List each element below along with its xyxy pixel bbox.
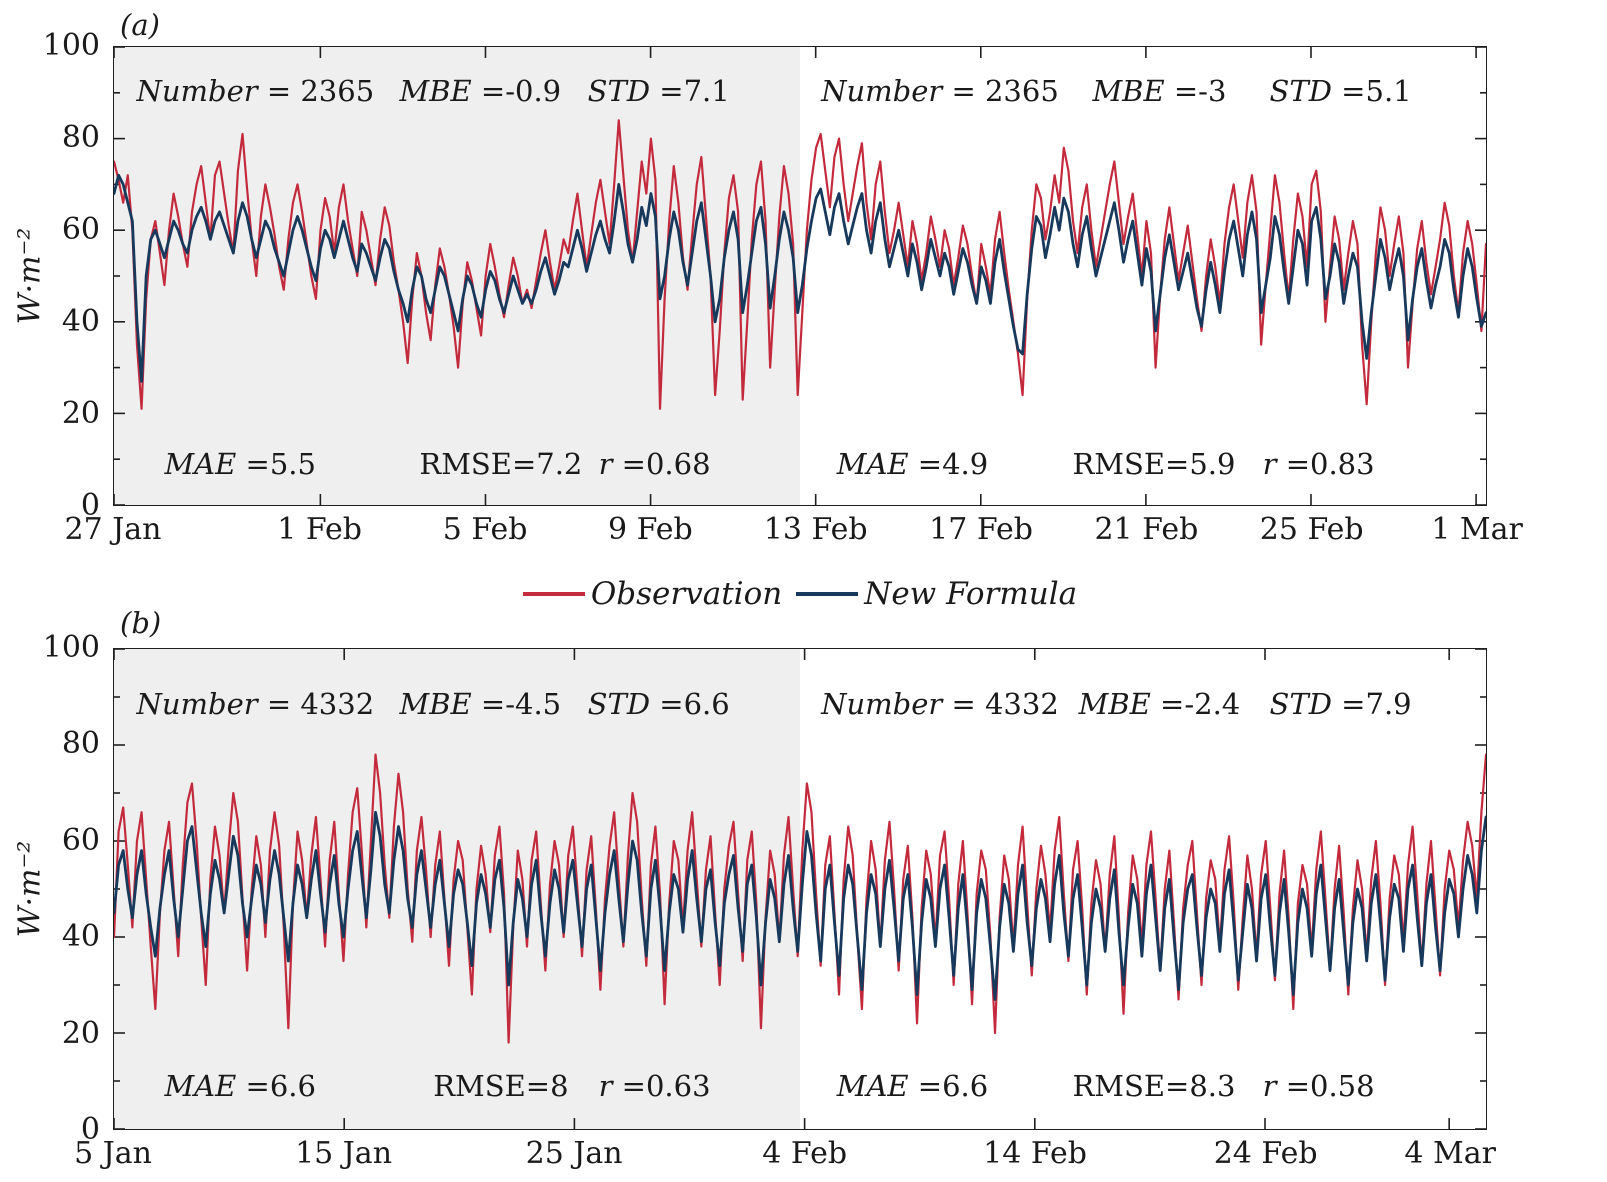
xtick-label: 21 Feb: [1094, 512, 1199, 547]
stat-chip: MBE =-3: [1092, 73, 1227, 108]
panel-a-ytick-80: 80: [61, 120, 100, 155]
legend-item-new-formula: New Formula: [796, 576, 1077, 612]
xtick-label: 4 Mar: [1404, 1136, 1496, 1171]
panel-a-ytick-40: 40: [61, 304, 100, 339]
xtick-label: 27 Jan: [64, 512, 162, 547]
stat-chip: r =0.68: [598, 446, 711, 481]
xtick-label: 5 Jan: [74, 1136, 152, 1171]
stat-chip: STD =7.1: [587, 73, 730, 108]
stat-chip: r =0.63: [598, 1068, 711, 1103]
stat-chip: Number = 2365: [136, 73, 375, 108]
legend-label: New Formula: [864, 576, 1078, 612]
xtick-label: 17 Feb: [929, 512, 1033, 547]
xtick-label: 5 Feb: [442, 512, 528, 547]
panel-a-ytick-0: 0: [80, 488, 100, 523]
xtick-label: 25 Feb: [1259, 512, 1364, 547]
panel-a-ytick-60: 60: [61, 212, 100, 247]
panel-b-ytick-40: 40: [61, 919, 100, 954]
xtick-label: 25 Jan: [525, 1136, 623, 1171]
stat-chip: STD =6.6: [587, 687, 730, 722]
stat-chip: RMSE=8.3: [1072, 1068, 1236, 1103]
stat-chip: RMSE=7.2: [419, 446, 583, 481]
xtick-label: 1 Mar: [1431, 512, 1523, 547]
stat-chip: Number = 4332: [821, 687, 1059, 722]
stat-chip: r =0.83: [1262, 446, 1375, 481]
stat-chip: MBE =-0.9: [399, 73, 562, 108]
panel-b-x-axis: 5 Jan 15 Jan 25 Jan 4 Feb 14 Feb 24 Feb …: [74, 1136, 1496, 1172]
stat-chip: MBE =-4.5: [399, 687, 562, 722]
stat-chip: MAE =6.6: [836, 1068, 989, 1103]
panel-b-ytick-60: 60: [61, 823, 100, 858]
observation-line-swatch: [522, 592, 585, 596]
new-formula-line-a: [114, 173, 1486, 383]
stat-chip: STD =5.1: [1269, 73, 1412, 108]
panel-b-ytick-20: 20: [61, 1016, 100, 1051]
legend-label: Observation: [590, 576, 783, 612]
panel-b: Number = 4332 MBE =-4.5 STD =6.6 Number …: [113, 648, 1487, 1130]
new-formula-line-swatch: [796, 592, 859, 596]
panel-a-ytick-20: 20: [61, 396, 100, 431]
xtick-label: 13 Feb: [763, 512, 868, 547]
panel-a-ytick-100: 100: [42, 28, 100, 63]
legend-item-observation: Observation: [522, 576, 783, 612]
panel-b-ytick-100: 100: [42, 630, 100, 665]
xtick-label: 9 Feb: [607, 512, 693, 547]
stat-chip: Number = 2365: [821, 73, 1059, 108]
panel-b-ytick-0: 0: [80, 1112, 100, 1147]
stat-chip: MAE =5.5: [164, 446, 316, 481]
xtick-label: 14 Feb: [983, 1136, 1087, 1171]
panel-a-label: (a): [120, 8, 160, 42]
stat-chip: RMSE=5.9: [1072, 446, 1236, 481]
panel-a-series-plot: [114, 47, 1486, 505]
panel-a-x-axis: 27 Jan 1 Feb 5 Feb 9 Feb 13 Feb 17 Feb 2…: [65, 512, 1523, 548]
observation-line-a: [114, 119, 1486, 410]
panel-b-series-plot: [114, 649, 1486, 1129]
xtick-label: 4 Feb: [762, 1136, 848, 1171]
stat-chip: MAE =6.6: [164, 1068, 316, 1103]
xtick-label: 24 Feb: [1213, 1136, 1318, 1171]
panel-b-ytick-80: 80: [61, 726, 100, 761]
new-formula-line-b: [114, 810, 1486, 1001]
stat-chip: r =0.58: [1262, 1068, 1375, 1103]
stat-chip: Number = 4332: [136, 687, 375, 722]
panel-a: Number = 2365 MBE =-0.9 STD =7.1 Number …: [113, 46, 1487, 506]
stat-chip: STD =7.9: [1269, 687, 1412, 722]
stat-chip: MAE =4.9: [836, 446, 989, 481]
panel-b-label: (b): [120, 606, 162, 640]
xtick-label: 15 Jan: [295, 1136, 393, 1171]
xtick-label: 1 Feb: [277, 512, 363, 547]
stat-chip: RMSE=8: [433, 1068, 569, 1103]
legend: Observation New Formula: [113, 572, 1487, 616]
stat-chip: MBE =-2.4: [1078, 687, 1241, 722]
